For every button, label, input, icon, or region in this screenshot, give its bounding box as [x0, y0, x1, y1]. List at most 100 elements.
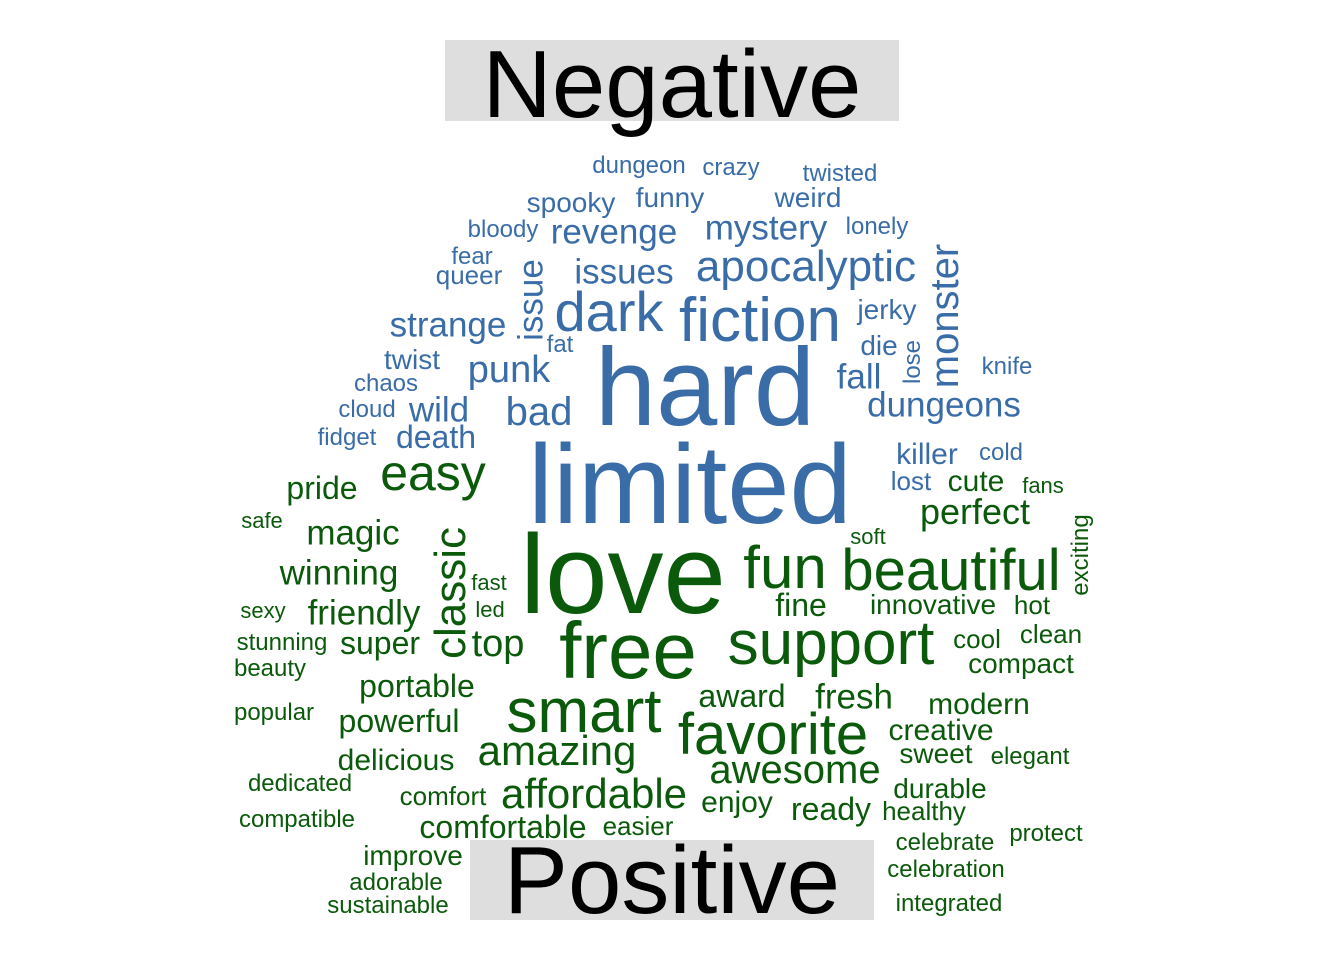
positive-word-hot: hot	[1013, 590, 1051, 620]
negative-word-funny: funny	[635, 182, 705, 213]
positive-word-improve: improve	[363, 840, 463, 871]
positive-word-healthy: healthy	[882, 796, 966, 826]
negative-word-strange: strange	[389, 305, 507, 345]
negative-word-revenge: revenge	[550, 212, 678, 252]
positive-word-dedicated: dedicated	[247, 770, 353, 797]
negative-word-issue: issue	[511, 259, 551, 341]
positive-word-durable: durable	[893, 773, 987, 804]
positive-word-adorable: adorable	[349, 869, 443, 896]
positive-word-beauty: beauty	[233, 655, 307, 682]
positive-word-enjoy: enjoy	[701, 786, 773, 819]
negative-word-lose: lose	[899, 339, 926, 385]
positive-word-winning: winning	[279, 553, 399, 593]
positive-word-support: support	[727, 609, 935, 678]
negative-word-bloody: bloody	[467, 216, 539, 243]
positive-word-creative: creative	[888, 714, 994, 747]
positive-word-comfortable: comfortable	[419, 809, 587, 845]
negative-word-bad: bad	[505, 390, 573, 434]
positive-word-classic: classic	[426, 526, 475, 660]
positive-word-easy: easy	[380, 445, 486, 501]
negative-word-dungeon: dungeon	[592, 152, 686, 179]
negative-word-jerky: jerky	[857, 294, 917, 325]
negative-word-fall: fall	[836, 357, 882, 397]
negative-word-spooky: spooky	[526, 187, 616, 218]
positive-word-modern: modern	[928, 688, 1030, 721]
positive-word-exciting: exciting	[1067, 514, 1094, 596]
positive-word-sustainable: sustainable	[327, 892, 449, 919]
positive-word-favorite: favorite	[677, 702, 869, 767]
positive-word-fine: fine	[775, 587, 827, 623]
positive-word-celebrate: celebrate	[895, 829, 995, 856]
negative-word-dungeons: dungeons	[867, 385, 1021, 425]
negative-title-banner: Negative	[445, 36, 899, 132]
negative-word-killer: killer	[896, 438, 958, 471]
positive-word-super: super	[339, 625, 421, 661]
positive-word-comfort: comfort	[399, 781, 487, 811]
positive-word-safe: safe	[241, 508, 283, 533]
positive-word-innovative: innovative	[869, 589, 997, 620]
negative-word-fear: fear	[451, 243, 493, 270]
positive-word-smart: smart	[506, 677, 662, 746]
positive-word-sweet: sweet	[899, 738, 973, 769]
negative-word-issues: issues	[574, 252, 674, 292]
positive-word-ready: ready	[790, 791, 872, 827]
negative-word-punk: punk	[467, 349, 551, 391]
negative-word-limited: limited	[528, 422, 852, 547]
positive-word-powerful: powerful	[338, 703, 460, 739]
negative-word-apocalyptic: apocalyptic	[695, 242, 917, 291]
positive-word-compact: compact	[968, 648, 1074, 679]
positive-word-friendly: friendly	[307, 593, 421, 633]
positive-word-free: free	[559, 606, 697, 695]
positive-word-love: love	[520, 512, 726, 637]
positive-word-cool: cool	[953, 624, 1001, 654]
negative-word-hard: hard	[594, 326, 816, 449]
positive-word-stunning: stunning	[236, 629, 328, 656]
negative-title: Negative	[482, 30, 862, 138]
positive-word-top: top	[471, 623, 525, 665]
negative-word-cold: cold	[978, 439, 1024, 466]
negative-word-cloud: cloud	[338, 396, 396, 423]
positive-word-fun: fun	[743, 534, 827, 601]
positive-word-led: led	[475, 597, 505, 622]
negative-word-twist: twist	[384, 344, 440, 375]
negative-word-crazy: crazy	[702, 154, 760, 181]
positive-word-elegant: elegant	[990, 743, 1070, 770]
negative-word-mystery: mystery	[704, 208, 828, 248]
positive-word-perfect: perfect	[919, 491, 1031, 532]
positive-word-easier: easier	[602, 811, 674, 841]
negative-word-fat: fat	[546, 331, 574, 358]
positive-word-fresh: fresh	[815, 677, 893, 717]
negative-word-queer: queer	[435, 260, 503, 290]
positive-word-integrated: integrated	[895, 890, 1003, 917]
negative-word-chaos: chaos	[353, 370, 419, 397]
positive-word-delicious: delicious	[337, 744, 455, 777]
positive-word-sexy: sexy	[240, 598, 286, 623]
positive-word-pride: pride	[286, 470, 358, 506]
positive-word-fast: fast	[471, 570, 507, 595]
negative-word-twisted: twisted	[802, 160, 878, 187]
positive-word-affordable: affordable	[500, 770, 688, 817]
negative-word-lonely: lonely	[845, 213, 909, 240]
positive-word-magic: magic	[306, 513, 400, 553]
positive-word-awesome: awesome	[709, 748, 881, 792]
positive-word-celebration: celebration	[887, 856, 1005, 883]
positive-word-award: award	[698, 678, 786, 714]
positive-word-compatible: compatible	[238, 806, 356, 833]
negative-word-dark: dark	[554, 280, 664, 343]
negative-word-die: die	[860, 330, 898, 361]
positive-word-protect: protect	[1009, 820, 1083, 847]
negative-word-wild: wild	[408, 390, 470, 430]
negative-word-monster: monster	[923, 243, 967, 389]
negative-word-fiction: fiction	[679, 286, 841, 355]
positive-word-beautiful: beautiful	[841, 538, 1061, 603]
positive-title-banner: Positive	[470, 833, 874, 929]
positive-word-amazing: amazing	[477, 727, 637, 774]
negative-word-lost: lost	[890, 466, 932, 496]
positive-word-portable: portable	[359, 668, 475, 704]
positive-word-soft: soft	[850, 524, 886, 549]
positive-word-fans: fans	[1022, 473, 1064, 498]
negative-word-fidget: fidget	[317, 424, 377, 451]
negative-word-knife: knife	[981, 353, 1033, 380]
negative-word-weird: weird	[774, 182, 842, 213]
